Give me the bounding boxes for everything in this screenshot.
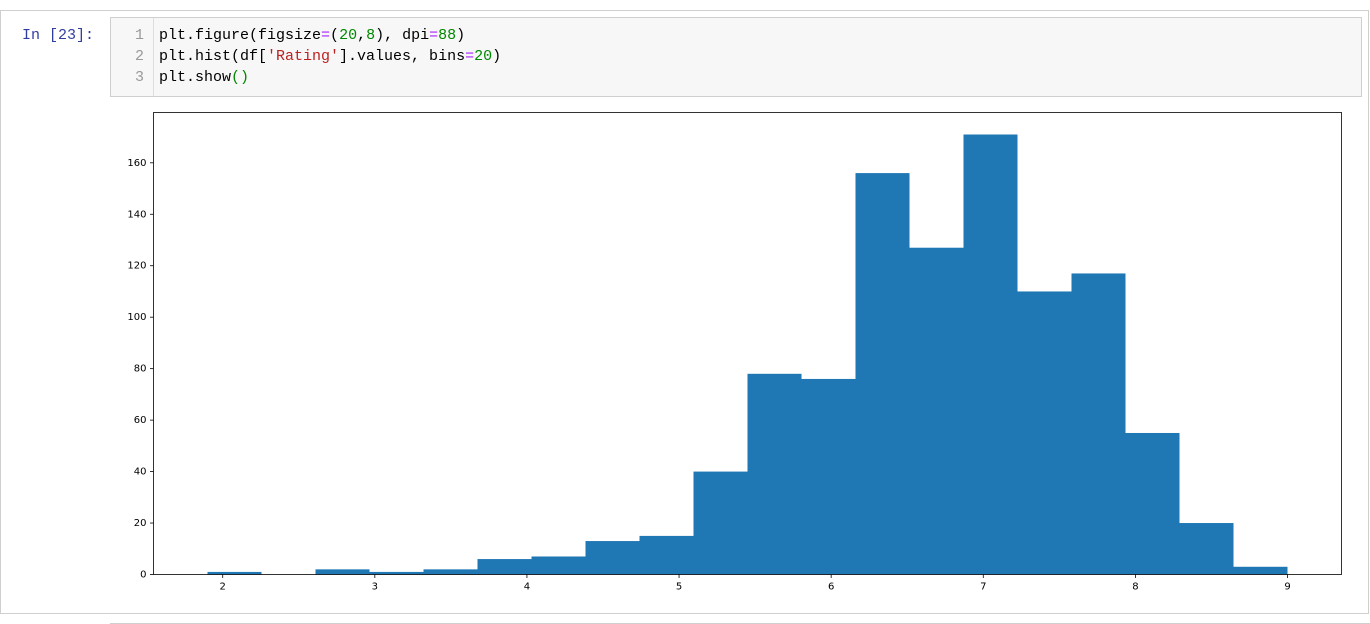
- bar: [747, 373, 802, 575]
- bar: [1233, 566, 1288, 575]
- line-number: 3: [135, 69, 144, 86]
- x-tick-label: 3: [372, 582, 378, 593]
- code-token: ), dpi: [375, 27, 429, 44]
- bar: [423, 569, 478, 575]
- axes-frame: [153, 112, 1342, 575]
- bar: [585, 541, 640, 575]
- code-token: (: [330, 27, 339, 44]
- x-tick-label: 8: [1132, 582, 1138, 593]
- bar: [207, 571, 262, 575]
- bar: [909, 247, 964, 575]
- x-tick-label: 7: [980, 582, 986, 593]
- code-token: 20: [474, 48, 492, 65]
- code-token: 'Rating': [267, 48, 339, 65]
- prompt: In [23]:: [22, 27, 94, 44]
- code-line: plt.figure(figsize=(20,8), dpi=88): [159, 27, 465, 44]
- cell-border: [0, 10, 1369, 614]
- bar: [855, 173, 910, 575]
- code-token: 88: [438, 27, 456, 44]
- code-token: =: [321, 27, 330, 44]
- bar: [315, 569, 370, 575]
- x-tick-label: 4: [524, 582, 530, 593]
- code-token: 20: [339, 27, 357, 44]
- bar: [1071, 273, 1126, 575]
- bar: [477, 559, 532, 575]
- bar: [963, 134, 1018, 575]
- code-line: plt.show(): [159, 69, 249, 86]
- y-tick-label: 40: [134, 467, 147, 478]
- line-number: 1: [135, 27, 144, 44]
- y-tick-label: 20: [134, 518, 147, 529]
- code-line: plt.hist(df['Rating'].values, bins=20): [159, 48, 501, 65]
- bar: [1179, 523, 1234, 575]
- bar: [369, 571, 424, 575]
- y-tick-label: 140: [127, 209, 146, 220]
- code-token: =: [429, 27, 438, 44]
- bar: [1125, 432, 1180, 575]
- code-token: plt.figure(figsize: [159, 27, 321, 44]
- x-tick-label: 5: [676, 582, 682, 593]
- code-token: plt.hist(df[: [159, 48, 267, 65]
- y-tick-label: 60: [134, 415, 147, 426]
- code-token: (): [231, 69, 249, 86]
- code-token: ): [456, 27, 465, 44]
- bar: [1017, 291, 1072, 575]
- y-tick-label: 0: [140, 570, 146, 581]
- bar: [639, 535, 694, 575]
- code-token: 8: [366, 27, 375, 44]
- x-tick-label: 9: [1284, 582, 1290, 593]
- code-token: ].values, bins: [339, 48, 465, 65]
- bar: [801, 378, 856, 575]
- code-box[interactable]: [110, 17, 1362, 97]
- line-number: 2: [135, 48, 144, 65]
- y-tick-label: 160: [127, 158, 146, 169]
- code-token: ,: [357, 27, 366, 44]
- code-token: plt.show: [159, 69, 231, 86]
- y-tick-label: 100: [127, 312, 146, 323]
- x-tick-label: 2: [220, 582, 226, 593]
- code-token: ): [492, 48, 501, 65]
- y-tick-label: 80: [134, 364, 147, 375]
- bar: [531, 556, 586, 575]
- x-tick-label: 6: [828, 582, 834, 593]
- bar: [693, 471, 748, 575]
- y-tick-label: 120: [127, 261, 146, 272]
- code-token: =: [465, 48, 474, 65]
